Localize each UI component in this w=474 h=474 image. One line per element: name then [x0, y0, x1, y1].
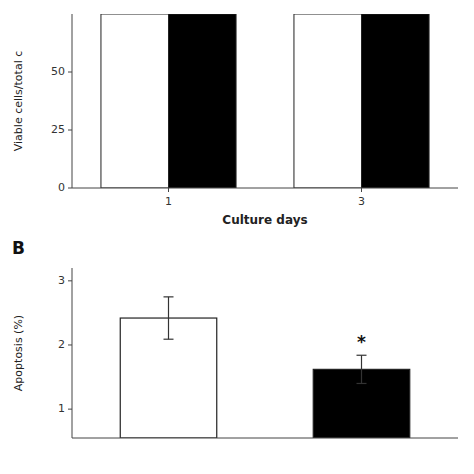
marks	[101, 14, 429, 188]
panel-title: B	[12, 238, 25, 258]
x-tick-label: 1	[165, 195, 172, 208]
marks	[120, 297, 410, 438]
y-tick-label: 0	[58, 181, 65, 194]
error-stem	[168, 297, 169, 339]
error-cap	[164, 339, 174, 340]
y-tick	[68, 280, 72, 281]
panel: 0 25 50 1 3 Culture days Viable cells/total c	[12, 14, 458, 227]
y-axis-line	[72, 268, 73, 438]
y-tick-label: 2	[58, 338, 65, 351]
y-tick	[68, 344, 72, 345]
bar	[169, 14, 237, 188]
y-tick	[68, 130, 72, 131]
x-axis-line	[72, 188, 458, 189]
bar	[362, 14, 430, 188]
error-cap	[357, 355, 367, 356]
annotation: *	[357, 332, 366, 352]
y-tick-label: 25	[51, 123, 65, 136]
x-tick-label: 3	[358, 195, 365, 208]
y-axis-line	[72, 14, 73, 188]
error-bar	[164, 297, 174, 339]
y-tick	[68, 72, 72, 73]
y-tick	[68, 409, 72, 410]
y-axis-label: Viable cells/total c	[12, 51, 25, 151]
error-cap	[357, 383, 367, 384]
error-cap	[164, 296, 174, 297]
chart-root: 0 25 50 1 3 Culture days Viable cells/total c 1…	[0, 0, 474, 474]
bar	[101, 14, 169, 188]
error-stem	[361, 355, 362, 383]
y-axis-label: Apoptosis (%)	[12, 315, 25, 391]
bar	[294, 14, 362, 188]
y-tick-label: 1	[58, 402, 65, 415]
y-tick-label: 3	[58, 274, 65, 287]
x-tick	[361, 188, 362, 192]
y-tick	[68, 188, 72, 189]
panel: 1 2 3 Apoptosis (%) B *	[12, 238, 458, 438]
x-axis-line	[72, 438, 458, 439]
x-tick	[168, 188, 169, 192]
error-bar	[357, 355, 367, 383]
y-tick-label: 50	[51, 65, 65, 78]
x-axis-label: Culture days	[222, 213, 307, 227]
